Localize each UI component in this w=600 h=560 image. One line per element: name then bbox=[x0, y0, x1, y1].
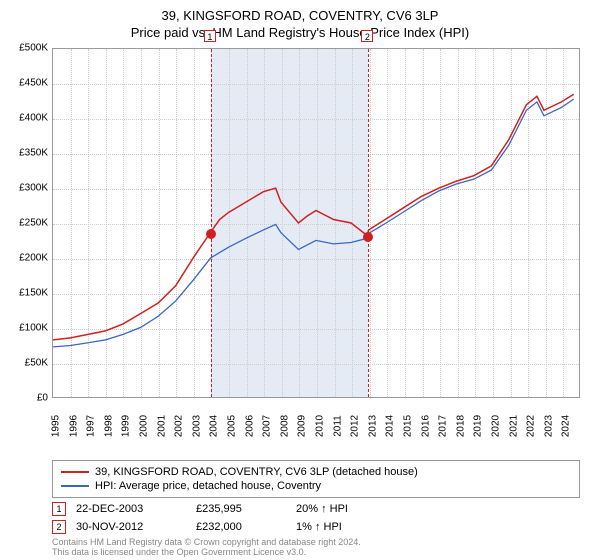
legend-swatch bbox=[61, 471, 89, 473]
y-tick-label: £250K bbox=[4, 218, 48, 229]
y-tick-label: £300K bbox=[4, 183, 48, 194]
event-diff: 20% ↑ HPI bbox=[296, 503, 580, 515]
event-row: 1 22-DEC-2003 £235,995 20% ↑ HPI bbox=[52, 500, 580, 518]
event-price: £232,000 bbox=[196, 521, 286, 533]
chart-title: 39, KINGSFORD ROAD, COVENTRY, CV6 3LP Pr… bbox=[0, 0, 600, 42]
legend-swatch bbox=[61, 485, 89, 487]
x-tick-label: 2012 bbox=[350, 415, 361, 437]
x-tick-label: 2015 bbox=[403, 415, 414, 437]
event-date: 22-DEC-2003 bbox=[76, 503, 186, 515]
x-tick-label: 2006 bbox=[244, 415, 255, 437]
y-tick-label: £150K bbox=[4, 288, 48, 299]
plot-area bbox=[52, 48, 580, 398]
event-diff: 1% ↑ HPI bbox=[296, 521, 580, 533]
chart: £0£50K£100K£150K£200K£250K£300K£350K£400… bbox=[52, 48, 580, 428]
x-tick-label: 2008 bbox=[279, 415, 290, 437]
x-tick-label: 2021 bbox=[508, 415, 519, 437]
event-price: £235,995 bbox=[196, 503, 286, 515]
x-tick-label: 2001 bbox=[156, 415, 167, 437]
x-tick-label: 2018 bbox=[455, 415, 466, 437]
event-date: 30-NOV-2012 bbox=[76, 521, 186, 533]
x-tick-label: 2022 bbox=[526, 415, 537, 437]
x-tick-label: 2016 bbox=[420, 415, 431, 437]
x-tick-label: 2005 bbox=[227, 415, 238, 437]
y-tick-label: £500K bbox=[4, 43, 48, 54]
x-tick-label: 2013 bbox=[367, 415, 378, 437]
x-tick-label: 2003 bbox=[191, 415, 202, 437]
x-tick-label: 2019 bbox=[473, 415, 484, 437]
y-tick-label: £200K bbox=[4, 253, 48, 264]
series-hpi bbox=[53, 99, 574, 347]
events-table: 1 22-DEC-2003 £235,995 20% ↑ HPI 2 30-NOV-201… bbox=[52, 500, 580, 536]
x-tick-label: 2004 bbox=[209, 415, 220, 437]
event-number: 1 bbox=[52, 502, 66, 516]
x-tick-label: 2000 bbox=[139, 415, 150, 437]
x-tick-label: 1996 bbox=[68, 415, 79, 437]
x-tick-label: 2020 bbox=[491, 415, 502, 437]
event-marker-dot bbox=[206, 229, 216, 239]
x-tick-label: 1997 bbox=[86, 415, 97, 437]
event-row: 2 30-NOV-2012 £232,000 1% ↑ HPI bbox=[52, 518, 580, 536]
series-price_paid bbox=[53, 94, 574, 340]
y-tick-label: £350K bbox=[4, 148, 48, 159]
legend-item: HPI: Average price, detached house, Cove… bbox=[61, 479, 571, 493]
x-tick-label: 2023 bbox=[543, 415, 554, 437]
legend-label: HPI: Average price, detached house, Cove… bbox=[95, 480, 321, 492]
x-tick-label: 2010 bbox=[315, 415, 326, 437]
x-tick-label: 1998 bbox=[103, 415, 114, 437]
x-tick-label: 1999 bbox=[121, 415, 132, 437]
event-marker-number: 1 bbox=[204, 30, 216, 42]
event-marker-number: 2 bbox=[361, 30, 373, 42]
y-tick-label: £100K bbox=[4, 323, 48, 334]
y-tick-label: £0 bbox=[4, 393, 48, 404]
x-tick-label: 2009 bbox=[297, 415, 308, 437]
legend-item: 39, KINGSFORD ROAD, COVENTRY, CV6 3LP (d… bbox=[61, 465, 571, 479]
legend: 39, KINGSFORD ROAD, COVENTRY, CV6 3LP (d… bbox=[52, 460, 580, 498]
x-tick-label: 2007 bbox=[262, 415, 273, 437]
x-tick-label: 2002 bbox=[174, 415, 185, 437]
footer-attribution: Contains HM Land Registry data © Crown c… bbox=[52, 538, 580, 558]
x-tick-label: 2014 bbox=[385, 415, 396, 437]
event-number: 2 bbox=[52, 520, 66, 534]
y-tick-label: £400K bbox=[4, 113, 48, 124]
legend-label: 39, KINGSFORD ROAD, COVENTRY, CV6 3LP (d… bbox=[95, 466, 418, 478]
x-tick-label: 1995 bbox=[51, 415, 62, 437]
x-tick-label: 2011 bbox=[332, 415, 343, 437]
event-marker-dot bbox=[363, 232, 373, 242]
series-lines bbox=[53, 49, 579, 397]
x-tick-label: 2017 bbox=[438, 415, 449, 437]
x-tick-label: 2024 bbox=[561, 415, 572, 437]
y-tick-label: £450K bbox=[4, 78, 48, 89]
y-tick-label: £50K bbox=[4, 358, 48, 369]
